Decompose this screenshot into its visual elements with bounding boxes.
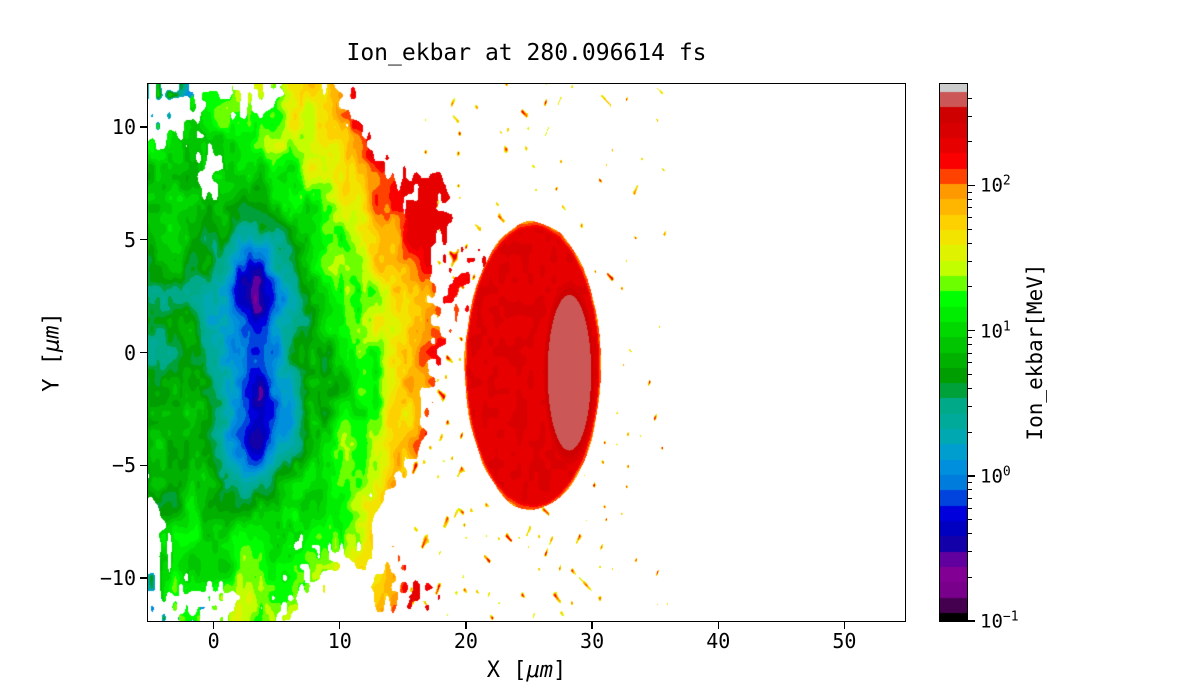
chart-title: Ion_ekbar at 280.096614 fs bbox=[346, 40, 707, 66]
colorbar-tick-mark bbox=[968, 620, 975, 622]
colorbar-minor-tick bbox=[968, 115, 972, 117]
y-label-prefix: Y [ bbox=[39, 352, 65, 392]
y-tick-mark bbox=[140, 577, 147, 579]
colorbar-tick-exponent: 0 bbox=[1002, 464, 1011, 480]
x-label-suffix: ] bbox=[553, 658, 567, 683]
colorbar-tick-base: 10 bbox=[980, 320, 1003, 343]
colorbar-minor-tick bbox=[968, 97, 972, 99]
x-tick-mark bbox=[212, 622, 215, 629]
colorbar-tick-base: 10 bbox=[980, 175, 1003, 198]
colorbar-label: Ion_ekbar[MeV] bbox=[1023, 263, 1047, 441]
x-tick-mark bbox=[465, 622, 467, 629]
x-tick-mark bbox=[717, 622, 719, 629]
colorbar-tick-mark bbox=[968, 184, 975, 187]
x-label-prefix: X [ bbox=[486, 658, 527, 683]
y-tick-label: −5 bbox=[111, 453, 136, 478]
y-tick-mark bbox=[140, 464, 147, 466]
colorbar-canvas bbox=[940, 84, 967, 621]
colorbar-tick-mark bbox=[968, 329, 975, 332]
colorbar-minor-tick bbox=[968, 260, 972, 262]
colorbar-tick-label: 10−1 bbox=[980, 610, 1019, 631]
colorbar-tick-label: 100 bbox=[980, 465, 1011, 486]
colorbar-minor-tick bbox=[968, 519, 972, 521]
colorbar-minor-tick bbox=[968, 286, 972, 288]
colorbar-tick-exponent: 2 bbox=[1002, 173, 1011, 189]
colorbar-tick-mark bbox=[968, 475, 975, 477]
colorbar-minor-tick bbox=[968, 228, 972, 230]
y-tick-mark bbox=[140, 238, 147, 241]
y-tick-label: 0 bbox=[123, 340, 136, 365]
x-tick-mark bbox=[591, 622, 593, 629]
colorbar-minor-tick bbox=[968, 362, 972, 364]
colorbar-tick-base: 10 bbox=[980, 465, 1003, 488]
heatmap-canvas bbox=[148, 84, 905, 621]
colorbar-minor-tick bbox=[968, 217, 972, 219]
y-axis-label: Y [μm] bbox=[40, 312, 65, 392]
y-tick-mark bbox=[140, 126, 147, 128]
y-label-suffix: ] bbox=[39, 312, 65, 326]
x-tick-mark bbox=[843, 622, 846, 629]
colorbar-tick-exponent: −1 bbox=[1002, 609, 1019, 625]
colorbar-minor-tick bbox=[968, 431, 972, 433]
colorbar-tick-exponent: 1 bbox=[1002, 318, 1011, 334]
colorbar-minor-tick bbox=[968, 481, 972, 483]
x-tick-label: 0 bbox=[207, 629, 220, 653]
colorbar-minor-tick bbox=[968, 497, 972, 499]
colorbar-minor-tick bbox=[968, 373, 972, 375]
colorbar bbox=[939, 83, 968, 622]
y-tick-mark bbox=[140, 351, 147, 354]
y-label-unit: μm bbox=[39, 325, 65, 353]
x-tick-label: 50 bbox=[832, 629, 857, 653]
x-axis-label: X [μm] bbox=[148, 658, 905, 683]
x-tick-label: 40 bbox=[706, 629, 731, 653]
colorbar-tick-label: 102 bbox=[980, 175, 1011, 196]
colorbar-minor-tick bbox=[968, 533, 972, 535]
colorbar-minor-tick bbox=[968, 199, 972, 201]
colorbar-minor-tick bbox=[968, 242, 972, 244]
y-tick-label: 10 bbox=[111, 114, 136, 139]
x-label-unit: μm bbox=[526, 658, 554, 683]
colorbar-minor-tick bbox=[968, 191, 972, 193]
colorbar-minor-tick bbox=[968, 406, 972, 408]
plot-area bbox=[147, 83, 906, 622]
colorbar-minor-tick bbox=[968, 576, 972, 578]
colorbar-minor-tick bbox=[968, 551, 972, 553]
colorbar-minor-tick bbox=[968, 336, 972, 338]
colorbar-minor-tick bbox=[968, 141, 972, 143]
x-tick-mark bbox=[339, 622, 341, 629]
x-tick-label: 10 bbox=[327, 629, 352, 653]
x-tick-label: 30 bbox=[580, 629, 605, 653]
colorbar-tick-label: 101 bbox=[980, 320, 1011, 341]
colorbar-minor-tick bbox=[968, 507, 972, 509]
colorbar-minor-tick bbox=[968, 489, 972, 491]
colorbar-tick-base: 10 bbox=[980, 610, 1003, 633]
y-tick-label: 5 bbox=[123, 227, 136, 252]
x-tick-label: 20 bbox=[453, 629, 478, 653]
colorbar-minor-tick bbox=[968, 207, 972, 209]
colorbar-minor-tick bbox=[968, 352, 972, 354]
colorbar-minor-tick bbox=[968, 344, 972, 346]
colorbar-minor-tick bbox=[968, 387, 972, 389]
y-tick-label: −10 bbox=[99, 566, 136, 591]
